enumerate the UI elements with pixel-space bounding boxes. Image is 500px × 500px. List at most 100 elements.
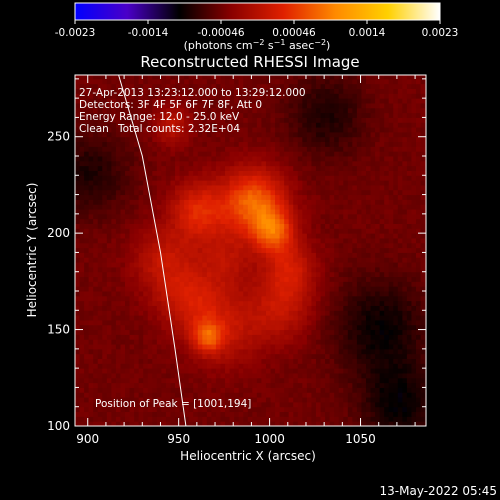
heatmap-cell (302, 175, 308, 181)
heatmap-cell (347, 372, 353, 379)
heatmap-cell (384, 392, 390, 398)
heatmap-cell (215, 223, 221, 229)
heatmap-cell (315, 170, 322, 176)
heatmap-cell (238, 228, 244, 234)
heatmap-cell (134, 233, 140, 239)
heatmap-cell (311, 363, 317, 369)
heatmap-cell (152, 141, 158, 147)
heatmap-cell (352, 305, 358, 311)
heatmap-cell (188, 276, 194, 282)
heatmap-cell (106, 209, 112, 215)
heatmap-cell (152, 416, 158, 422)
heatmap-cell (152, 180, 158, 186)
heatmap-cell (129, 122, 135, 128)
heatmap-cell (134, 262, 140, 268)
heatmap-cell (129, 180, 135, 186)
heatmap-cell (343, 165, 349, 171)
heatmap-cell (393, 233, 399, 239)
heatmap-cell (329, 146, 335, 152)
heatmap-cell (165, 286, 171, 292)
heatmap-cell (147, 291, 153, 297)
heatmap-cell (129, 377, 135, 384)
heatmap-cell (147, 160, 153, 167)
heatmap-cell (415, 377, 422, 384)
heatmap-cell (97, 160, 103, 167)
heatmap-cell (179, 189, 185, 196)
heatmap-cell (106, 180, 112, 186)
heatmap-cell (88, 156, 94, 162)
heatmap-cell (265, 262, 272, 268)
heatmap-cell (229, 276, 235, 282)
heatmap-cell (211, 353, 217, 359)
heatmap-cell (188, 223, 194, 229)
heatmap-cell (156, 421, 162, 426)
heatmap-cell (75, 271, 81, 278)
heatmap-cell (147, 382, 153, 388)
heatmap-cell (247, 315, 253, 321)
heatmap-cell (375, 237, 381, 244)
heatmap-cell (184, 339, 190, 345)
heatmap-cell (256, 117, 262, 123)
heatmap-cell (115, 310, 121, 316)
heatmap-cell (347, 194, 353, 200)
heatmap-cell (143, 156, 149, 162)
heatmap-cell (79, 165, 85, 171)
heatmap-cell (243, 300, 249, 306)
heatmap-cell (234, 189, 240, 196)
heatmap-cell (370, 397, 376, 403)
heatmap-cell (270, 194, 276, 200)
heatmap-cell (97, 131, 103, 138)
heatmap-cell (152, 117, 158, 123)
heatmap-cell (175, 141, 181, 147)
heatmap-cell (343, 160, 349, 167)
heatmap-cell (356, 117, 362, 123)
heatmap-cell (134, 165, 140, 171)
heatmap-cell (165, 377, 171, 384)
heatmap-cell (311, 175, 317, 181)
heatmap-cell (161, 310, 167, 316)
heatmap-cell (279, 291, 285, 297)
heatmap-cell (315, 262, 322, 268)
heatmap-cell (270, 401, 276, 408)
heatmap-cell (134, 266, 140, 273)
heatmap-cell (252, 117, 258, 123)
heatmap-cell (288, 348, 294, 355)
heatmap-cell (193, 252, 199, 258)
heatmap-cell (111, 136, 117, 143)
heatmap-cell (352, 257, 358, 263)
heatmap-cell (275, 401, 281, 408)
heatmap-cell (111, 271, 117, 278)
heatmap-cell (238, 372, 244, 379)
heatmap-cell (315, 247, 322, 253)
heatmap-cell (247, 122, 253, 128)
heatmap-cell (243, 252, 249, 258)
heatmap-cell (370, 411, 376, 417)
heatmap-cell (125, 329, 131, 335)
heatmap-cell (206, 411, 212, 417)
heatmap-cell (347, 151, 353, 157)
heatmap-cell (320, 406, 326, 413)
heatmap-cell (111, 329, 117, 335)
heatmap-cell (325, 324, 331, 331)
heatmap-cell (325, 281, 331, 287)
heatmap-cell (361, 165, 367, 171)
heatmap-cell (379, 262, 385, 268)
heatmap-cell (120, 136, 126, 143)
heatmap-cell (343, 209, 349, 215)
heatmap-cell (134, 199, 140, 205)
heatmap-cell (225, 372, 231, 379)
heatmap-cell (256, 401, 262, 408)
heatmap-cell (293, 199, 299, 205)
heatmap-cell (279, 165, 285, 171)
heatmap-cell (152, 160, 158, 167)
heatmap-cell (338, 199, 344, 205)
heatmap-cell (334, 401, 340, 408)
heatmap-cell (252, 122, 258, 128)
heatmap-cell (420, 242, 426, 249)
heatmap-cell (370, 276, 376, 282)
heatmap-cell (206, 387, 212, 393)
heatmap-cell (256, 271, 262, 278)
heatmap-cell (279, 175, 285, 181)
heatmap-cell (261, 397, 267, 403)
heatmap-cell (306, 368, 312, 374)
